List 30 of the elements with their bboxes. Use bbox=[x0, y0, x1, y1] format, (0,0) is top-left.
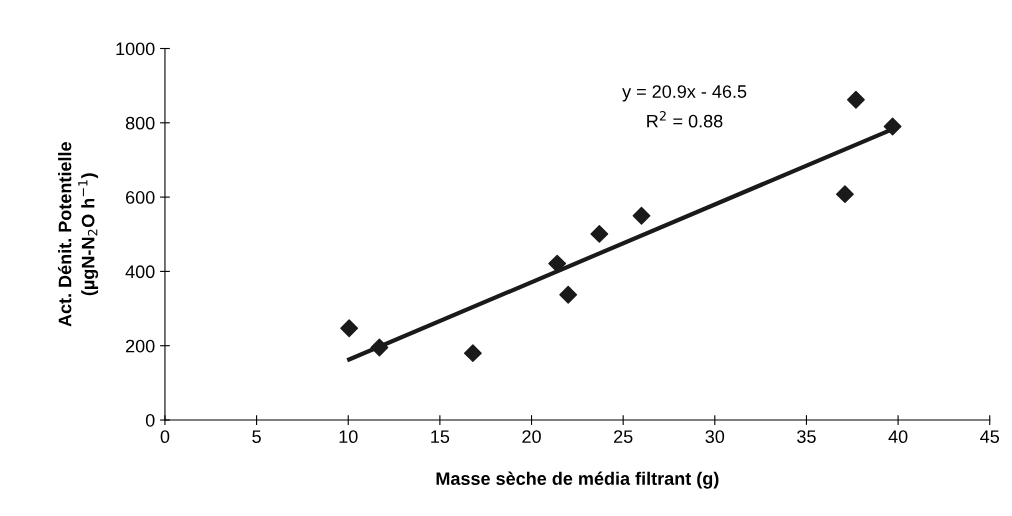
x-tick-label: 40 bbox=[888, 430, 908, 444]
point bbox=[836, 185, 854, 204]
y-tick-label: 600 bbox=[126, 191, 155, 204]
y-tick-label: 200 bbox=[126, 339, 155, 353]
x-tick-label: 30 bbox=[705, 430, 725, 444]
annotation: R$^{2}$ = 0.88 bbox=[647, 111, 723, 128]
x-tick-label: 10 bbox=[339, 430, 358, 444]
x-tick-label: 25 bbox=[614, 430, 633, 444]
point bbox=[463, 344, 482, 363]
point bbox=[590, 224, 609, 243]
y-tick-label: 800 bbox=[125, 116, 155, 130]
point bbox=[548, 254, 567, 273]
x-tick-label: 15 bbox=[431, 430, 450, 444]
point bbox=[883, 117, 902, 136]
point bbox=[632, 206, 651, 225]
y-tick-label: 1000 bbox=[116, 42, 155, 56]
point bbox=[847, 90, 865, 109]
x-axis-title: Masse sèche de média filtrant (g) bbox=[436, 471, 719, 489]
y-tick-label: 0 bbox=[145, 413, 155, 427]
x-tick-label: 35 bbox=[797, 430, 816, 444]
point bbox=[340, 319, 359, 338]
x-tick-label: 20 bbox=[522, 430, 541, 444]
x-tick-label: 0 bbox=[160, 430, 170, 444]
annotation: y = 20.9x - 46.5 bbox=[622, 85, 747, 102]
point bbox=[559, 285, 578, 304]
y-axis-title: Act. Dénit. Potentielle (µgN-N$_{2}$O h$^{−1}$) bbox=[57, 142, 99, 327]
point bbox=[370, 338, 389, 357]
x-tick-label: 5 bbox=[252, 430, 261, 444]
y-tick-label: 400 bbox=[125, 265, 155, 279]
x-tick-label: 45 bbox=[980, 430, 1000, 444]
